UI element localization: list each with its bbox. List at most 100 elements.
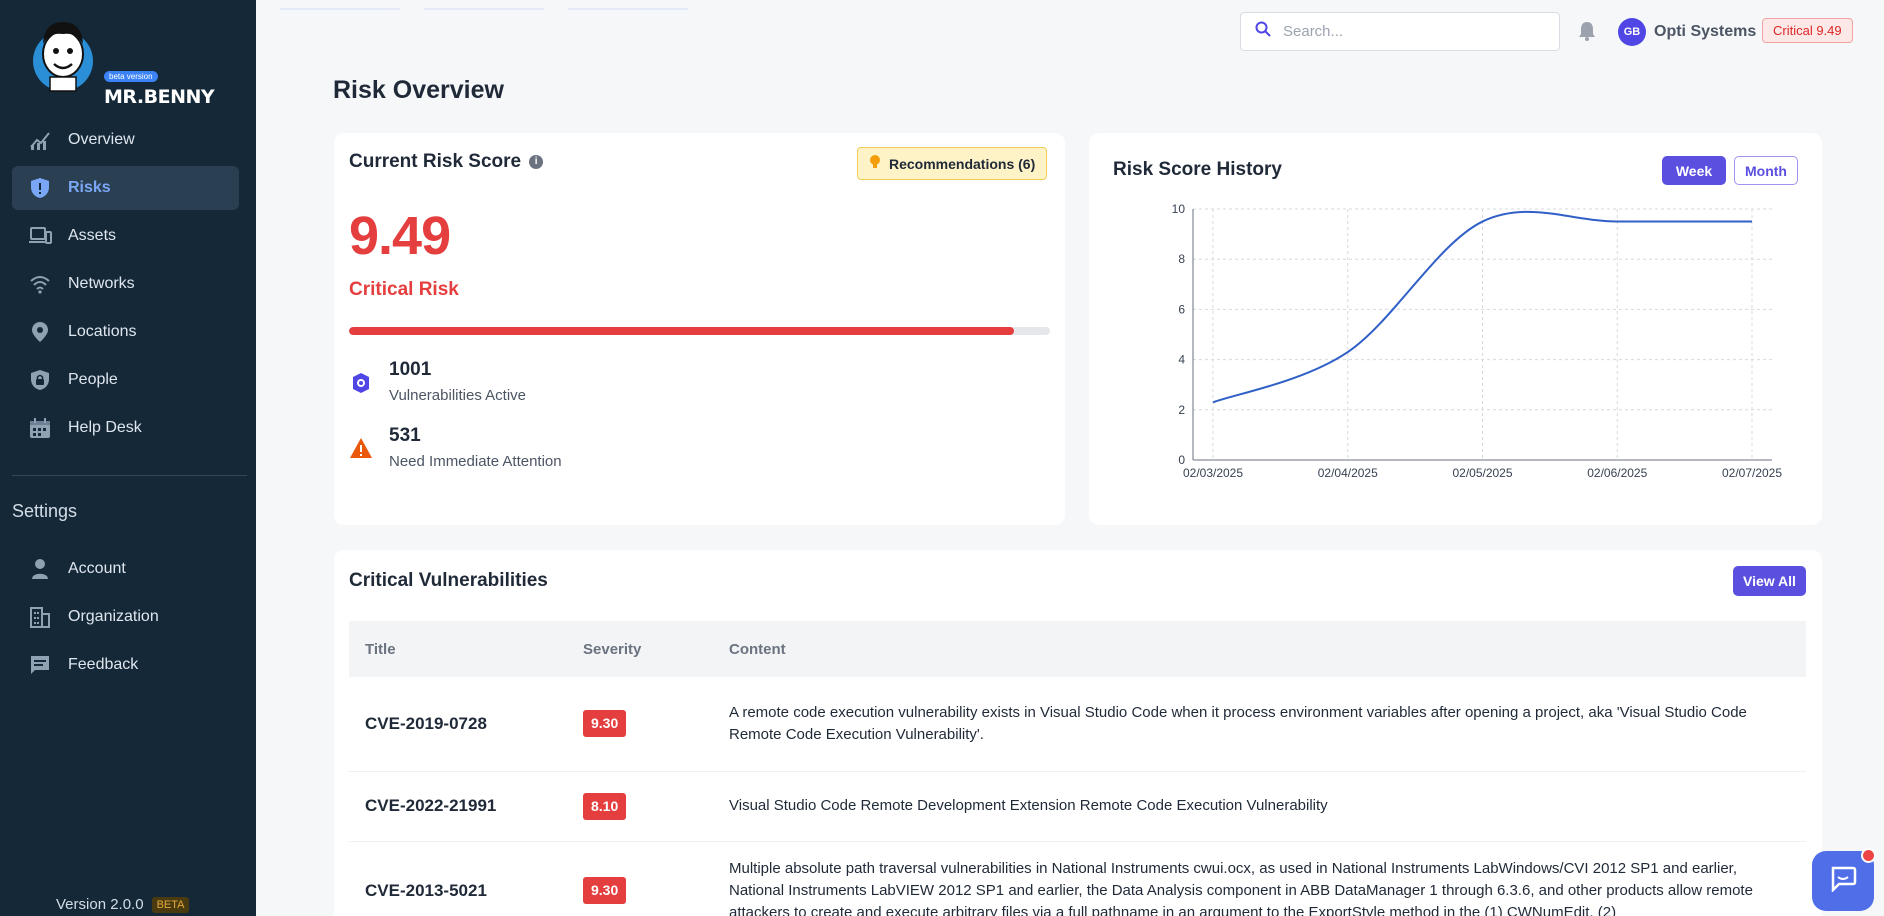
table-row[interactable]: CVE-2019-0728 9.30 A remote code executi…	[349, 677, 1806, 772]
week-toggle-button[interactable]: Week	[1662, 156, 1726, 185]
table-row[interactable]: CVE-2022-21991 8.10 Visual Studio Code R…	[349, 771, 1806, 842]
stat-label: Vulnerabilities Active	[389, 387, 527, 404]
vulns-table: Title Severity Content CVE-2019-0728 9.3…	[349, 621, 1806, 916]
calendar-icon	[28, 416, 52, 440]
y-tick-label: 10	[1172, 202, 1186, 216]
sidebar-item-label: Organization	[68, 608, 159, 625]
search-box[interactable]	[1240, 12, 1560, 51]
column-header-title[interactable]: Title	[365, 640, 396, 658]
x-tick-label: 02/07/2025	[1722, 466, 1782, 480]
warning-icon	[349, 437, 373, 461]
table-row[interactable]: CVE-2013-5021 9.30 Multiple absolute pat…	[349, 841, 1806, 916]
risk-history-chart: 0 2 4 6 8 10 02/03/2025 02/04/2025 02/05/2025 02/…	[1172, 202, 1783, 480]
content-cell: Multiple absolute path traversal vulnera…	[713, 841, 1806, 916]
sidebar-item-label: Overview	[68, 131, 135, 148]
x-tick-label: 02/03/2025	[1183, 466, 1243, 480]
version-text: Version 2.0.0	[56, 896, 144, 913]
sidebar-item-label: People	[68, 371, 118, 388]
sidebar-item-account[interactable]: Account	[12, 547, 239, 591]
severity-cell: 9.30	[567, 677, 713, 772]
stat-value: 531	[389, 425, 421, 446]
mascot-logo-icon	[30, 14, 96, 92]
column-header-severity[interactable]: Severity	[583, 640, 642, 658]
vulns-card-title: Critical Vulnerabilities	[349, 570, 548, 591]
table-header-row: Title Severity Content	[349, 621, 1806, 677]
support-chat-button[interactable]	[1812, 848, 1876, 911]
sidebar-item-organization[interactable]: Organization	[12, 595, 239, 639]
brand-name: MR.BENNY	[104, 86, 215, 108]
risk-card-title: Current Risk Score	[349, 151, 522, 172]
view-all-button[interactable]: View All	[1733, 566, 1806, 596]
risk-history-card: Risk Score History Week Month 0 2 4 6 8 10 02/…	[1089, 133, 1822, 525]
critical-vulns-card: Critical Vulnerabilities View All Title …	[334, 550, 1822, 916]
sidebar-item-assets[interactable]: Assets	[12, 214, 239, 258]
month-toggle-button[interactable]: Month	[1734, 156, 1798, 185]
x-tick-label: 02/04/2025	[1318, 466, 1378, 480]
chat-bubble-icon	[1829, 866, 1857, 897]
sidebar-item-help-desk[interactable]: Help Desk	[12, 406, 239, 450]
x-tick-label: 02/06/2025	[1587, 466, 1647, 480]
faded-tab	[280, 0, 400, 10]
y-tick-label: 4	[1178, 353, 1185, 367]
org-name: Opti Systems	[1654, 23, 1757, 40]
stat-value: 1001	[389, 359, 432, 380]
avatar: GB	[1618, 18, 1646, 46]
sidebar-item-label: Assets	[68, 227, 117, 244]
main-nav: Overview Risks Assets Networks Locations	[12, 118, 239, 454]
cve-id[interactable]: CVE-2013-5021	[349, 841, 567, 916]
faded-tab	[424, 0, 544, 10]
current-risk-card: Current Risk Score i Recommendations (6) …	[334, 133, 1065, 525]
content-cell: Visual Studio Code Remote Development Ex…	[713, 771, 1806, 842]
sidebar-item-label: Account	[68, 560, 126, 577]
severity-cell: 9.30	[567, 841, 713, 916]
app-version: Version 2.0.0 BETA	[56, 896, 190, 913]
sidebar-item-locations[interactable]: Locations	[12, 310, 239, 354]
beta-badge: BETA	[151, 896, 190, 913]
building-icon	[28, 605, 52, 629]
search-input[interactable]	[1283, 23, 1523, 40]
sidebar-item-networks[interactable]: Networks	[12, 262, 239, 306]
sidebar-item-overview[interactable]: Overview	[12, 118, 239, 162]
series-line	[1212, 210, 1752, 404]
stat-vulnerabilities: 1001 Vulnerabilities Active	[349, 359, 526, 404]
risk-progress-bar	[349, 327, 1050, 335]
severity-badge: 9.30	[583, 877, 627, 904]
chat-icon	[28, 653, 52, 677]
risk-score-value: 9.49	[349, 206, 451, 266]
brand-logo[interactable]: beta version MR.BENNY	[30, 14, 215, 108]
faded-tab	[568, 0, 688, 10]
wifi-icon	[28, 272, 52, 296]
cve-id[interactable]: CVE-2019-0728	[349, 677, 567, 772]
settings-heading: Settings	[12, 501, 78, 521]
sidebar-divider	[12, 475, 247, 476]
page-title: Risk Overview	[333, 76, 504, 104]
user-icon	[28, 557, 52, 581]
x-tick-label: 02/05/2025	[1452, 466, 1512, 480]
chart-line-icon	[28, 128, 52, 152]
notification-bell-icon[interactable]	[1576, 20, 1598, 42]
shield-icon	[28, 176, 52, 200]
sidebar-item-feedback[interactable]: Feedback	[12, 643, 239, 687]
info-icon[interactable]: i	[529, 154, 544, 169]
sidebar-item-label: Networks	[68, 275, 135, 292]
beta-version-label: beta version	[104, 71, 158, 82]
severity-badge: 9.30	[583, 710, 627, 738]
content-cell: A remote code execution vulnerability ex…	[713, 677, 1806, 772]
recommendations-button[interactable]: Recommendations (6)	[857, 147, 1048, 180]
sidebar-item-people[interactable]: People	[12, 358, 239, 402]
risk-level-label: Critical Risk	[349, 279, 459, 300]
y-tick-label: 8	[1178, 252, 1185, 266]
recommendations-label: Recommendations (6)	[889, 155, 1036, 172]
column-header-content[interactable]: Content	[729, 640, 786, 658]
sidebar-item-label: Help Desk	[68, 419, 142, 436]
faded-tab-strip	[280, 0, 712, 30]
stat-label: Need Immediate Attention	[389, 453, 562, 470]
search-icon	[1255, 21, 1271, 42]
devices-icon	[28, 224, 52, 248]
map-pin-icon	[28, 320, 52, 344]
cve-id[interactable]: CVE-2022-21991	[349, 771, 567, 842]
settings-nav: Account Organization Feedback	[12, 547, 239, 691]
y-tick-label: 2	[1178, 403, 1185, 417]
sidebar-item-risks[interactable]: Risks	[12, 166, 239, 210]
user-menu[interactable]: GB Opti Systems	[1618, 18, 1756, 46]
